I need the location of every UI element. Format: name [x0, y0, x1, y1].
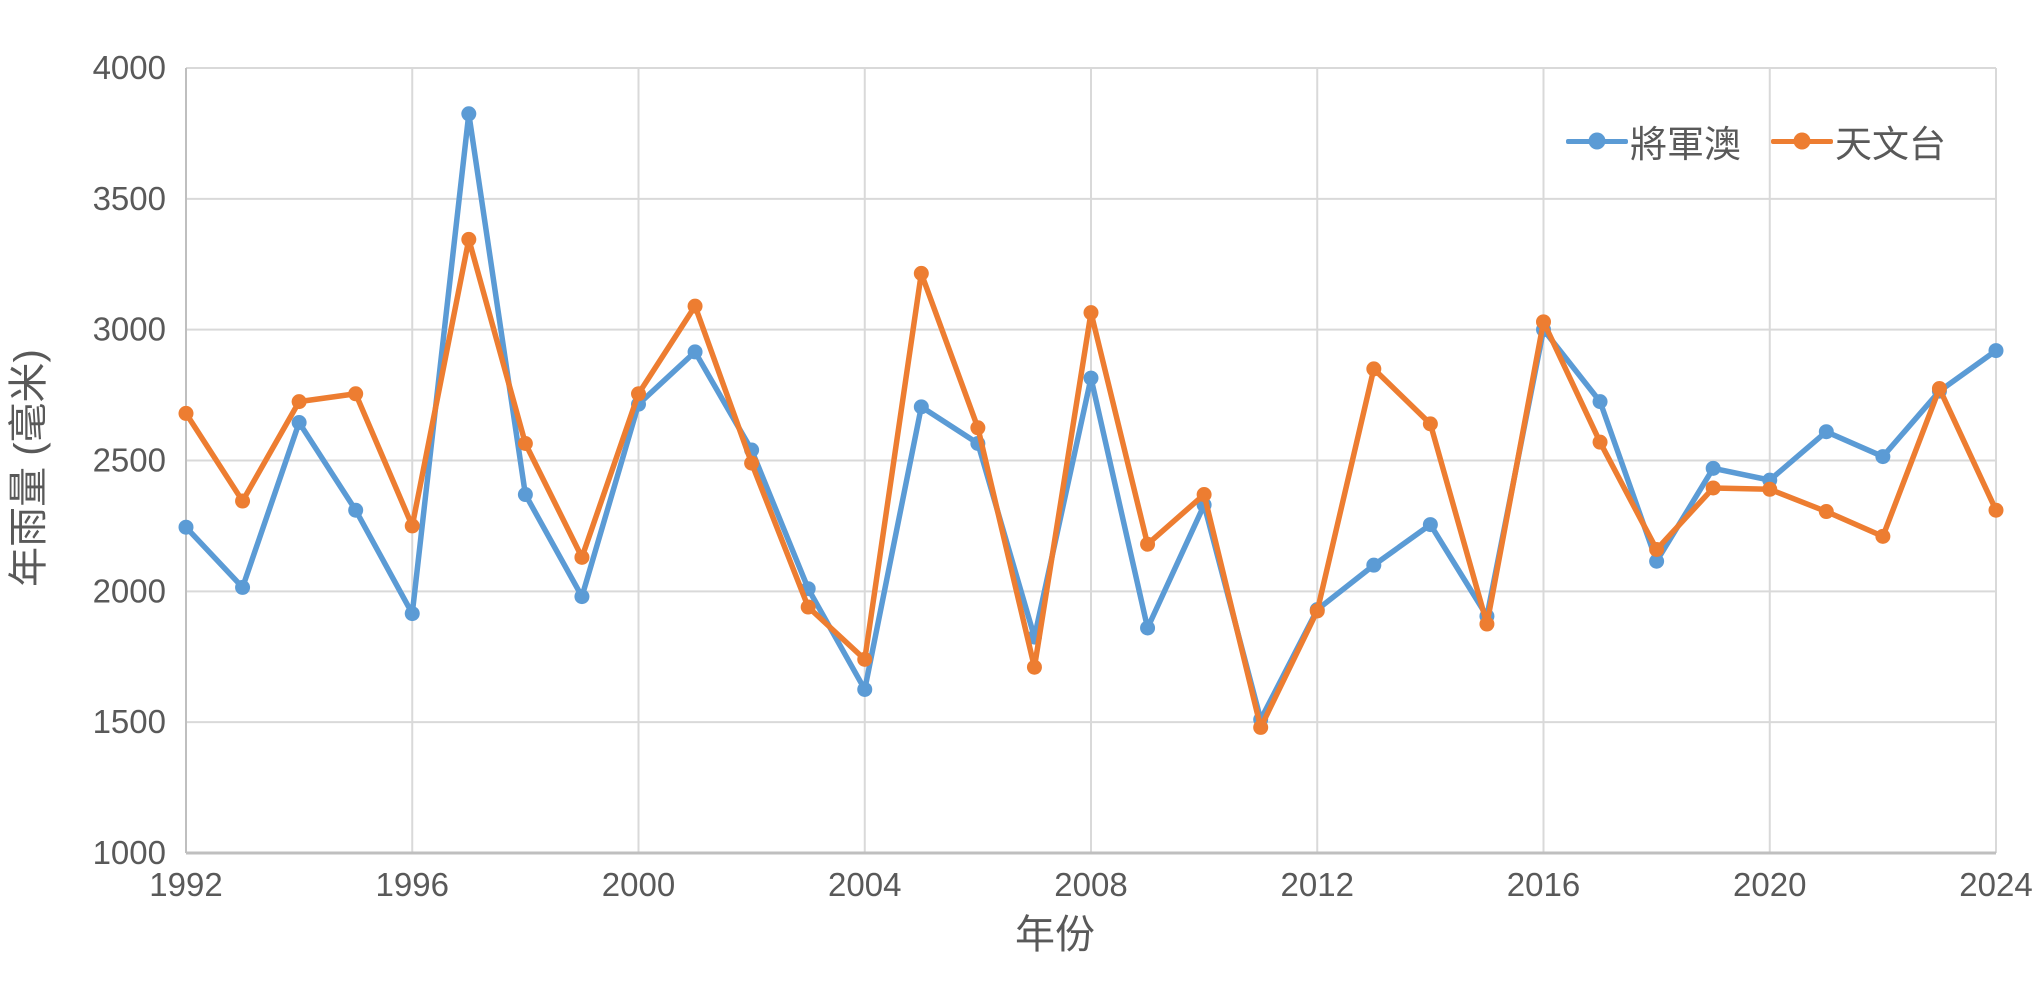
x-axis-title: 年份: [1015, 913, 1095, 957]
data-point: [404, 606, 420, 622]
data-point: [291, 394, 307, 410]
y-tick-label: 1500: [93, 703, 166, 740]
data-point: [178, 405, 194, 421]
data-point: [1649, 553, 1665, 569]
legend-line-dot-icon: [1566, 132, 1628, 150]
data-point: [1875, 449, 1891, 465]
data-point: [1422, 416, 1438, 432]
x-tick-label: 2008: [1054, 866, 1127, 903]
data-point: [574, 549, 590, 565]
y-tick-label: 4000: [93, 49, 166, 86]
x-tick-label: 2024: [1959, 866, 2032, 903]
data-point: [348, 386, 364, 402]
legend-item-observatory: 天文台: [1771, 114, 1946, 168]
data-point: [1026, 659, 1042, 675]
data-point: [1309, 603, 1325, 619]
data-point: [461, 231, 477, 247]
data-point: [1366, 557, 1382, 573]
data-point: [687, 344, 703, 360]
data-point: [1140, 620, 1156, 636]
data-point: [348, 502, 364, 518]
data-point: [517, 435, 533, 451]
data-point: [744, 455, 760, 471]
y-tick-label: 3500: [93, 180, 166, 217]
data-point: [1931, 381, 1947, 397]
data-point: [1988, 502, 2004, 518]
data-point: [1196, 487, 1212, 503]
data-point: [857, 651, 873, 667]
data-point: [970, 420, 986, 436]
data-point: [800, 599, 816, 615]
x-tick-label: 1992: [149, 866, 222, 903]
data-point: [1140, 536, 1156, 552]
data-point: [1818, 424, 1834, 440]
y-tick-label: 3000: [93, 311, 166, 348]
x-tick-label: 2012: [1281, 866, 1354, 903]
legend-item-tseung-kwan-o: 將軍澳: [1566, 114, 1741, 168]
legend-label: 將軍澳: [1630, 124, 1741, 165]
data-point: [461, 106, 477, 122]
data-point: [291, 415, 307, 431]
x-tick-label: 1996: [376, 866, 449, 903]
data-point: [178, 519, 194, 535]
gridlines: [185, 67, 1997, 854]
data-point: [1818, 504, 1834, 520]
data-point: [913, 399, 929, 415]
y-tick-label: 1000: [93, 834, 166, 871]
legend-dot-icon: [1588, 132, 1606, 150]
legend-line-dot-icon: [1771, 132, 1833, 150]
legend-label: 天文台: [1835, 124, 1946, 165]
x-tick-label: 2016: [1507, 866, 1580, 903]
data-point: [1083, 305, 1099, 321]
y-axis-title: 年雨量 (毫米): [7, 349, 51, 587]
data-point: [235, 579, 251, 595]
data-point: [1762, 481, 1778, 497]
data-point: [1479, 616, 1495, 632]
x-tick-label: 2000: [602, 866, 675, 903]
tick-labels: 1000 1500 2000 2500 3000 3500 4000 1992 1996 2000…: [93, 49, 2033, 903]
data-point: [574, 589, 590, 605]
data-point: [1422, 517, 1438, 533]
y-tick-label: 2500: [93, 442, 166, 479]
legend-dot-icon: [1793, 132, 1811, 150]
data-point: [1253, 719, 1269, 735]
data-point: [1083, 370, 1099, 386]
data-point: [1705, 480, 1721, 496]
y-tick-label: 2000: [93, 572, 166, 609]
data-point: [1649, 541, 1665, 557]
x-tick-label: 2020: [1733, 866, 1806, 903]
data-point: [857, 681, 873, 697]
data-point: [1988, 343, 2004, 359]
data-point: [517, 487, 533, 503]
data-point: [631, 386, 646, 402]
data-point: [1875, 528, 1891, 544]
data-point: [404, 518, 420, 534]
legend: 將軍澳 天文台: [1566, 114, 1946, 168]
data-series: [178, 106, 2004, 735]
x-tick-label: 2004: [828, 866, 901, 903]
data-point: [1536, 314, 1551, 330]
data-point: [1592, 394, 1608, 410]
data-point: [1592, 434, 1608, 450]
axis-lines: [185, 68, 1996, 855]
data-point: [1705, 460, 1721, 476]
data-point: [1366, 361, 1382, 377]
data-point: [687, 298, 703, 314]
data-point: [235, 493, 251, 509]
data-point: [913, 265, 929, 281]
